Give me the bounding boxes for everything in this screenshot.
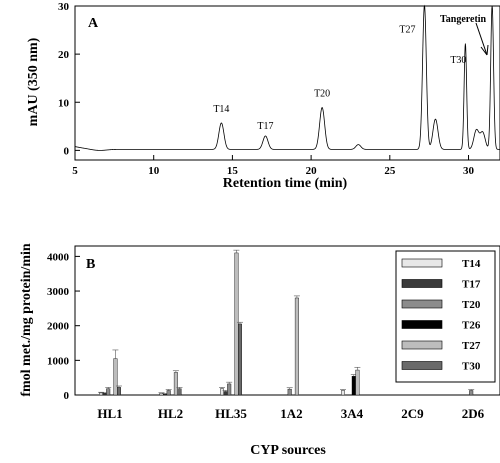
x-tick-label-a: 30 <box>463 165 475 177</box>
x-axis-title-a: Retention time (min) <box>223 176 348 191</box>
y-tick-label-b: 0 <box>64 390 70 402</box>
category-label: 2C9 <box>401 406 424 421</box>
panel-label-b: B <box>86 257 95 272</box>
bar-t20-1a2 <box>287 388 292 396</box>
bar-t17-hl1 <box>102 393 107 396</box>
bar-t26-3a4 <box>351 376 356 396</box>
x-tick-label-a: 10 <box>148 165 160 177</box>
category-label: 2D6 <box>462 406 485 421</box>
category-label: 3A4 <box>341 406 364 421</box>
bar-t30-hl35 <box>237 323 242 396</box>
bar-t20-hl2 <box>166 390 171 396</box>
legend-swatch-t27 <box>401 340 443 350</box>
peak-label: T30 <box>450 55 466 66</box>
x-tick-label-a: 15 <box>227 165 239 177</box>
x-axis-title-b: CYP sources <box>250 443 326 458</box>
legend-box <box>395 250 496 383</box>
category-labels: HL1 HL2 HL35 1A2 3A4 2C9 2D6 <box>97 406 484 421</box>
y-axis-title-a: mAU (350 nm) <box>26 37 41 126</box>
bar-t17-hl35 <box>223 391 228 396</box>
bar-groups <box>98 249 475 396</box>
legend-swatch-t20 <box>401 299 443 309</box>
peak-label: T20 <box>314 89 330 100</box>
y-axis-ticks-a: 0 10 20 30 <box>58 1 80 157</box>
bar-t30-hl1 <box>116 387 121 396</box>
category-label: HL35 <box>215 406 247 421</box>
bar-t20-hl1 <box>106 388 111 396</box>
legend-label-t17: T17 <box>462 279 481 291</box>
category-label: 1A2 <box>280 406 302 421</box>
y-tick-label-b: 4000 <box>47 251 70 263</box>
legend-label-t27: T27 <box>462 340 481 352</box>
legend-swatch-t26 <box>401 320 443 329</box>
x-axis-ticks-a: 5 10 15 20 25 30 <box>72 155 475 177</box>
bar-t20-hl35 <box>227 383 232 396</box>
peak-labels: T14 T17 T20 T27 T30 Tangeretin <box>213 14 486 132</box>
bar-t20-2d6 <box>469 390 474 396</box>
tangeretin-arrow-head-1 <box>480 46 488 56</box>
chromatogram-panel: 0 10 20 30 5 10 15 20 25 30 T14 T17 T20 T27 T30 Tange… <box>26 1 500 191</box>
peak-label: T14 <box>213 104 229 115</box>
x-tick-label-a: 5 <box>72 165 78 177</box>
peak-label: T17 <box>257 121 273 132</box>
y-tick-label-a: 30 <box>58 1 70 13</box>
chromatogram-trace <box>74 4 500 151</box>
legend: T14 T17 T20 T26 T27 T30 <box>395 250 496 383</box>
plot-frame-b <box>74 245 500 396</box>
panel-label-a: A <box>88 16 99 31</box>
category-label: HL2 <box>158 406 183 421</box>
bar-t14-3a4 <box>341 390 346 396</box>
y-tick-label-b: 1000 <box>47 355 70 367</box>
legend-swatch-t30 <box>401 361 443 370</box>
category-label: HL1 <box>97 406 122 421</box>
metabolism-bar-panel: 0 1000 2000 3000 4000 HL1 HL2 HL35 1A2 3A4 2C9 2D6… <box>19 243 500 458</box>
bar-t27-hl1 <box>113 358 118 396</box>
y-tick-label-b: 2000 <box>47 321 70 333</box>
bar-t27-hl2 <box>173 372 178 396</box>
x-tick-label-a: 20 <box>306 165 318 177</box>
bar-t14-hl1 <box>98 392 103 396</box>
y-tick-label-a: 20 <box>58 49 70 61</box>
legend-label-t20: T20 <box>462 299 481 311</box>
legend-label-t14: T14 <box>462 258 481 270</box>
bar-t27-1a2 <box>294 297 299 396</box>
peak-label: Tangeretin <box>440 14 487 25</box>
y-axis-ticks-b: 0 1000 2000 3000 4000 <box>47 251 80 402</box>
plot-frame-a <box>74 5 500 161</box>
y-tick-label-b: 3000 <box>47 286 70 298</box>
legend-swatch-t14 <box>401 258 443 268</box>
bar-t14-hl35 <box>219 388 224 396</box>
legend-label-t26: T26 <box>462 320 481 332</box>
y-axis-title-b: fmol met./mg protein/min <box>19 243 34 397</box>
legend-swatch-t17 <box>401 279 443 288</box>
bar-t27-hl35 <box>234 252 239 396</box>
bar-t30-hl2 <box>177 388 182 396</box>
peak-label: T27 <box>399 24 415 35</box>
x-tick-label-a: 25 <box>384 165 396 177</box>
y-tick-label-a: 0 <box>64 145 70 157</box>
tangeretin-arrow-head-2 <box>486 44 489 56</box>
legend-label-t30: T30 <box>462 361 481 373</box>
bar-t17-hl2 <box>163 393 168 396</box>
bar-t27-3a4 <box>355 369 360 396</box>
tangeretin-arrow-line <box>475 22 488 56</box>
y-tick-label-a: 10 <box>58 97 70 109</box>
